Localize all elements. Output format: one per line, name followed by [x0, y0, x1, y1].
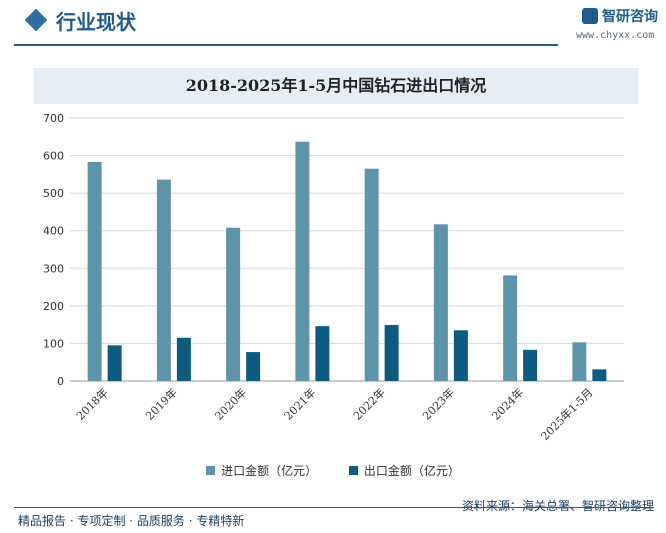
header-divider — [14, 44, 558, 46]
footer-slogan: 精品报告 · 专项定制 · 品质服务 · 专精特新 — [18, 514, 245, 528]
chart-title: 2018-2025年1-5月中国钻石进出口情况 — [185, 76, 487, 95]
legend-swatch-import — [206, 466, 216, 475]
legend-label-import: 进口金额（亿元） — [221, 464, 318, 478]
bar-chart: 0 100 200 300 400 500 600 700 2018年 2019年 2020年 202… — [43, 112, 624, 443]
bar-import — [503, 275, 518, 381]
bar-import — [364, 168, 379, 381]
page-header: 行业现状 智研咨询 www.chyxx.com — [0, 0, 666, 52]
legend-item-export: 出口金额（亿元） — [348, 462, 460, 479]
y-tick-label: 0 — [57, 375, 64, 388]
logo-url: www.chyxx.com — [576, 30, 655, 41]
diamond-icon — [24, 8, 48, 32]
logo-text: 智研咨询 — [602, 9, 658, 25]
footer-divider — [14, 507, 654, 508]
bar-export — [592, 369, 607, 381]
bar-export — [246, 352, 261, 381]
y-tick-label: 100 — [43, 337, 64, 350]
bar-import — [572, 342, 587, 381]
y-tick-label: 600 — [43, 150, 64, 163]
y-tick-label: 200 — [43, 300, 64, 313]
x-tick-label: 2021年 — [281, 385, 318, 422]
y-tick-label: 400 — [43, 225, 64, 238]
bar-export — [523, 349, 538, 381]
y-tick-label: 700 — [43, 112, 64, 125]
x-tick-label: 2020年 — [212, 385, 249, 422]
bar-export — [315, 326, 330, 381]
chart-legend: 进口金额（亿元） 出口金额（亿元） — [0, 462, 666, 479]
x-tick-label: 2025年1-5月 — [538, 385, 596, 443]
y-tick-label: 300 — [43, 262, 64, 275]
section-title: 行业现状 — [56, 10, 136, 34]
y-tick-label: 500 — [43, 187, 64, 200]
logo-icon — [582, 8, 598, 24]
source-note: 资料来源：海关总署、智研咨询整理 — [461, 499, 654, 513]
bar-import — [433, 224, 448, 381]
bar-export — [107, 345, 122, 381]
bar-export — [453, 330, 468, 381]
bar-import — [87, 161, 102, 381]
bar-import — [295, 141, 310, 381]
bar-import — [156, 179, 171, 381]
legend-swatch-export — [348, 466, 358, 475]
legend-label-export: 出口金额（亿元） — [363, 464, 460, 478]
x-tick-label: 2024年 — [489, 385, 526, 422]
legend-item-import: 进口金额（亿元） — [206, 462, 317, 479]
chart-title-band: 2018-2025年1-5月中国钻石进出口情况 — [34, 68, 638, 104]
x-tick-label: 2018年 — [73, 385, 110, 422]
x-tick-label: 2022年 — [350, 385, 387, 422]
x-tick-label: 2023年 — [420, 385, 457, 422]
bar-export — [176, 337, 191, 381]
bar-export — [384, 325, 399, 381]
bar-import — [226, 227, 241, 381]
x-tick-label: 2019年 — [143, 385, 180, 422]
